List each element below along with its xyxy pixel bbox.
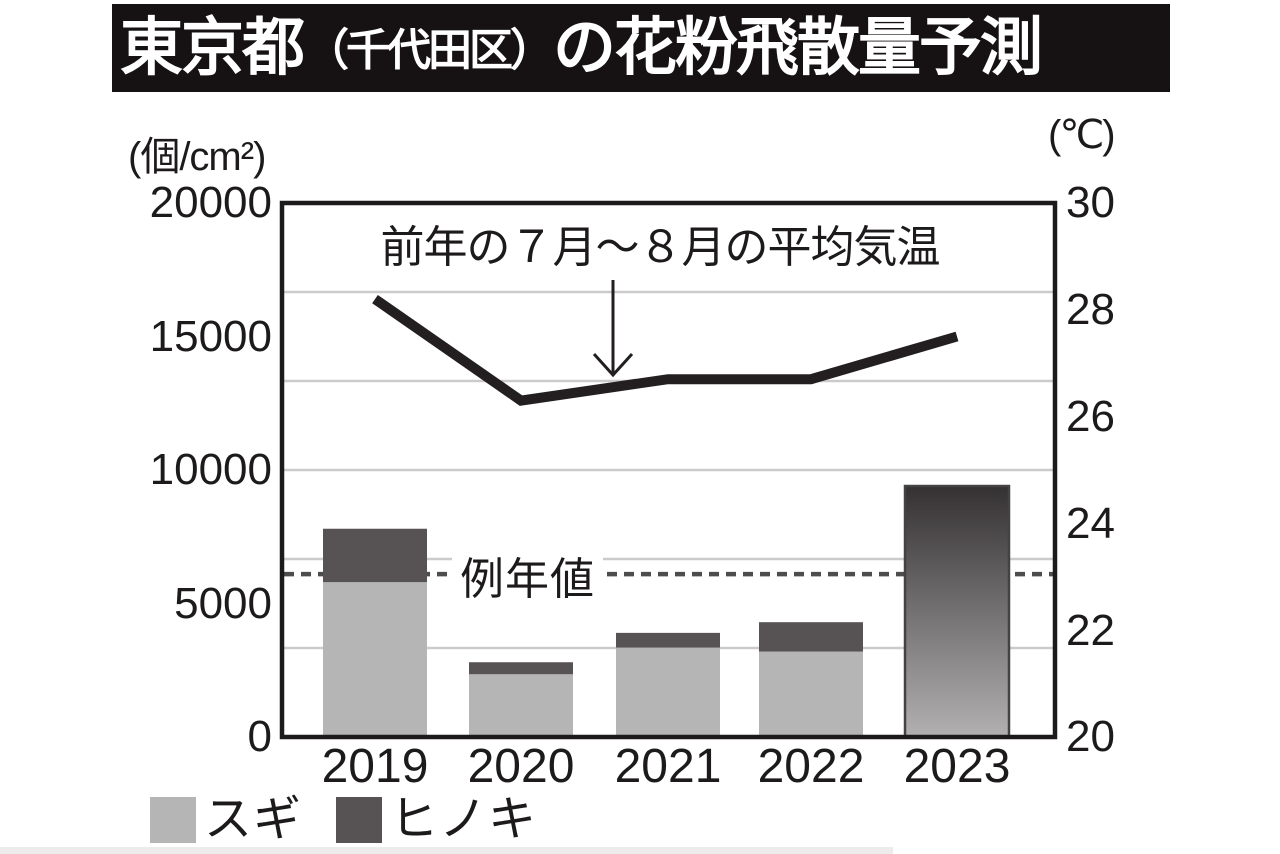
left-axis-unit: (個/cm²) — [128, 135, 266, 179]
bar-sugi-2019 — [323, 582, 427, 737]
bar-hinoki-2019 — [323, 528, 427, 583]
right-axis-tick: 20 — [1066, 712, 1115, 761]
bar-sugi-2020 — [469, 674, 573, 737]
legend-item-hinoki: ヒノキ — [336, 795, 537, 845]
legend-label-hinoki: ヒノキ — [390, 793, 538, 846]
legend-label-sugi: スギ — [204, 793, 303, 846]
plot-border — [279, 200, 1058, 740]
bar-forecast-2023 — [903, 484, 1011, 739]
x-axis-label-2020: 2020 — [467, 740, 575, 793]
bar-sugi-2021 — [616, 647, 720, 737]
legend-swatch-hinoki — [336, 797, 383, 843]
right-axis-tick: 26 — [1066, 392, 1115, 441]
title-ward-paren: （千代田区） — [305, 26, 554, 75]
x-axis-label-2023: 2023 — [903, 740, 1011, 793]
x-axis-label-2022: 2022 — [757, 740, 865, 793]
annotation-arrow-head — [592, 352, 634, 378]
left-axis-tick: 10000 — [149, 445, 272, 494]
bar-hinoki-2021 — [616, 632, 720, 648]
title-region: 東京都 — [120, 12, 305, 83]
right-axis-tick: 24 — [1066, 499, 1115, 548]
bar-hinoki-2022 — [759, 622, 863, 652]
chart-legend: スギ ヒノキ — [150, 795, 571, 845]
reference-line-label: 例年値 — [452, 554, 603, 606]
left-axis-tick: 5000 — [174, 579, 272, 628]
left-axis-tick: 15000 — [149, 312, 272, 361]
temperature-line — [372, 294, 959, 406]
right-axis-unit: (℃) — [1048, 113, 1116, 157]
right-axis-tick: 28 — [1066, 285, 1115, 334]
page-bottom-edge — [0, 847, 893, 854]
left-axis-tick: 20000 — [149, 178, 272, 227]
right-axis-tick: 22 — [1066, 606, 1115, 655]
chart-title-bar: 東京都 （千代田区） の花粉飛散量予測 — [112, 4, 1170, 92]
x-axis-label-2019: 2019 — [321, 740, 429, 793]
left-axis-tick: 0 — [247, 712, 272, 761]
legend-swatch-sugi — [150, 797, 196, 843]
bar-hinoki-2020 — [469, 662, 573, 675]
right-axis-tick: 30 — [1066, 178, 1115, 227]
legend-item-sugi: スギ — [150, 795, 302, 845]
temperature-line-annotation: 前年の７月～８月の平均気温 — [380, 223, 941, 272]
bar-sugi-2022 — [759, 651, 863, 737]
title-subject: の花粉飛散量予測 — [553, 12, 1043, 83]
x-axis-label-2021: 2021 — [614, 740, 722, 793]
